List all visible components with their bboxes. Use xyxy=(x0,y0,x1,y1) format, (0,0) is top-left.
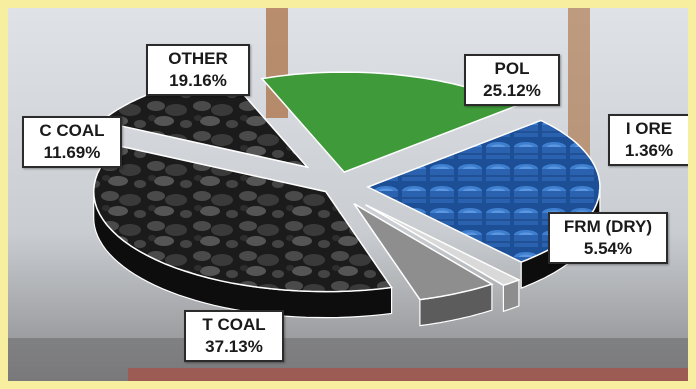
slice-label-t-coal: T COAL 37.13% xyxy=(184,310,284,362)
slice-label-c-coal-value: 11.69% xyxy=(43,143,101,162)
slice-label-pol-name: POL xyxy=(494,59,530,78)
slice-label-t-coal-value: 37.13% xyxy=(205,337,263,356)
slice-label-frm-dry-value: 5.54% xyxy=(583,239,633,258)
slice-label-i-ore-value: 1.36% xyxy=(624,141,674,160)
slice-label-c-coal: C COAL 11.69% xyxy=(22,116,122,168)
slice-label-i-ore: I ORE 1.36% xyxy=(608,114,688,166)
slice-label-c-coal-name: C COAL xyxy=(39,121,105,140)
slice-label-pol: POL 25.12% xyxy=(464,54,560,106)
pie-slice-top-t-coal xyxy=(92,145,393,293)
pie-slices xyxy=(92,71,601,327)
pie-slice-frm-dry xyxy=(353,203,494,327)
slice-label-frm-dry: FRM (DRY) 5.54% xyxy=(548,212,668,264)
background-photo: OTHER 19.16% POL 25.12% C COAL 11.69% I … xyxy=(8,8,688,381)
pie-slice-top-frm-dry xyxy=(353,203,494,301)
background-crane-mast xyxy=(568,8,590,158)
slice-label-frm-dry-name: FRM (DRY) xyxy=(563,217,653,236)
slice-label-i-ore-name: I ORE xyxy=(625,119,673,138)
pie-chart xyxy=(8,8,688,381)
background-ship-hull-red xyxy=(128,368,688,381)
slice-label-pol-value: 25.12% xyxy=(483,81,541,100)
slice-label-other-name: OTHER xyxy=(168,49,228,68)
slice-label-other-value: 19.16% xyxy=(169,71,227,90)
slice-label-t-coal-name: T COAL xyxy=(202,315,266,334)
pie-slice-top-i-ore xyxy=(365,204,521,287)
slice-label-other: OTHER 19.16% xyxy=(146,44,250,96)
pie-slice-i-ore xyxy=(365,204,521,313)
